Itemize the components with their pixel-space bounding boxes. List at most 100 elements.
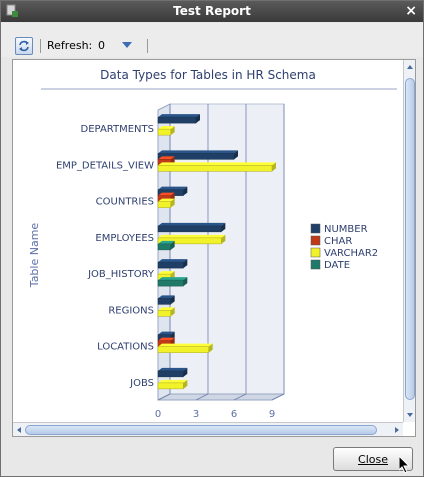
refresh-icon [19, 40, 29, 52]
gridline [195, 393, 209, 401]
legend-swatch-date [310, 259, 321, 270]
bar-number [157, 153, 235, 160]
toolbar: Refresh: 0 [1, 23, 423, 57]
bar-varchar2 [157, 237, 222, 245]
bar-number [157, 370, 184, 378]
bar-top-face [158, 271, 175, 275]
x-tick-label: 0 [155, 409, 161, 420]
bar-end-face [183, 277, 188, 287]
bar-top-face [158, 126, 175, 130]
bar-top-face [158, 337, 175, 341]
bar-end-face [183, 186, 188, 196]
gridline [271, 393, 285, 401]
bar-top-face [158, 222, 226, 226]
bar-top-face [158, 114, 200, 118]
bar-top-face [158, 259, 188, 263]
gridline [157, 393, 171, 401]
bar-end-face [183, 367, 188, 377]
bar-end-face [183, 259, 188, 269]
category-label: JOBS [129, 378, 154, 389]
bar-end-face [183, 379, 188, 389]
bar-top-face [158, 186, 188, 190]
bar-top-face [158, 240, 175, 244]
bar-number [157, 298, 171, 305]
bar-top-face [158, 331, 175, 335]
category-label: EMP_DETAILS_VIEW [56, 160, 154, 171]
bar-end-face [208, 343, 213, 353]
scroll-up-icon[interactable] [407, 65, 413, 69]
x-tick-label: 6 [231, 409, 237, 420]
bar-end-face [170, 198, 175, 208]
legend-swatch-number [310, 223, 321, 234]
bar-number [157, 116, 197, 124]
bar-end-face [170, 126, 175, 136]
bar-date [157, 243, 171, 251]
bar-top-face [158, 307, 175, 311]
legend-swatch-char [310, 235, 321, 246]
gridline [233, 393, 247, 401]
bar-number [157, 225, 222, 233]
scroll-down-icon[interactable] [407, 413, 413, 417]
vertical-scroll-thumb[interactable] [405, 78, 415, 400]
bar-top-face [158, 198, 175, 202]
category-label: JOB_HISTORY [87, 269, 155, 280]
bar-chart: Data Types for Tables in HR Schema 0 3 6 9 Ta… [28, 68, 397, 436]
bar-top-face [158, 379, 188, 383]
bar-varchar2 [157, 128, 171, 136]
bar-end-face [170, 307, 175, 317]
bar-varchar2 [157, 165, 273, 172]
plot-floor [157, 393, 285, 401]
category-label: EMPLOYEES [95, 233, 154, 244]
legend-label: CHAR [324, 236, 352, 247]
legend-label: DATE [324, 260, 350, 271]
close-button-label: Close [358, 452, 388, 466]
vertical-scrollbar[interactable] [403, 60, 415, 422]
close-icon[interactable]: × [405, 3, 417, 19]
bar-end-face [221, 234, 226, 244]
report-panel: Data Types for Tables in HR Schema 0 3 6 9 Ta… [12, 59, 416, 437]
toolbar-separator [147, 39, 148, 53]
bar-end-face [170, 295, 175, 305]
legend-swatch-varchar2 [310, 247, 321, 258]
bar-top-face [158, 192, 175, 196]
bar-end-face [234, 150, 238, 160]
x-tick-label: 3 [193, 409, 199, 420]
scroll-left-icon[interactable] [17, 427, 21, 433]
bar-top-face [158, 150, 238, 154]
horizontal-scroll-thumb[interactable] [25, 425, 377, 435]
refresh-label: Refresh: [47, 39, 93, 52]
toolbar-separator [40, 39, 41, 53]
app-icon [6, 4, 18, 17]
bar-top-face [158, 295, 175, 299]
category-label: DEPARTMENTS [81, 124, 154, 135]
refresh-button[interactable] [15, 37, 33, 55]
bar-end-face [221, 222, 226, 232]
legend-label: VARCHAR2 [324, 248, 378, 259]
bar-top-face [158, 343, 213, 347]
chevron-down-icon[interactable] [122, 42, 132, 48]
window-title: Test Report [173, 4, 251, 18]
category-label: LOCATIONS [97, 342, 154, 353]
bar-end-face [196, 114, 200, 124]
plot-left-wall [157, 103, 171, 401]
bar-top-face [158, 277, 188, 281]
chart-title: Data Types for Tables in HR Schema [100, 68, 316, 82]
bar-date [157, 279, 184, 287]
title-bar: Test Report × [1, 1, 423, 22]
category-label: REGIONS [108, 305, 154, 316]
bar-top-face [158, 162, 276, 166]
bar-varchar2 [157, 382, 184, 390]
bar-end-face [170, 240, 175, 250]
mouse-cursor-icon [399, 456, 411, 474]
x-tick-label: 9 [269, 409, 275, 420]
bar-varchar2 [157, 310, 171, 317]
chart-area: Data Types for Tables in HR Schema 0 3 6 9 Ta… [13, 60, 403, 436]
horizontal-scrollbar[interactable] [13, 422, 403, 436]
bar-varchar2 [157, 346, 209, 353]
y-axis-label: Table Name [28, 223, 41, 289]
refresh-interval-value[interactable]: 0 [98, 39, 105, 52]
bar-top-face [158, 156, 175, 160]
scroll-right-icon[interactable] [395, 427, 399, 433]
category-label: COUNTRIES [96, 197, 154, 208]
